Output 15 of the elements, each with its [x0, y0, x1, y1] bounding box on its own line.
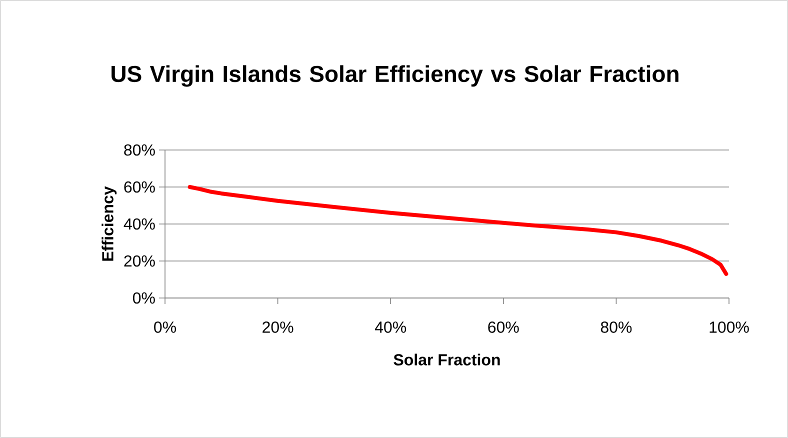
x-axis-title: Solar Fraction — [394, 354, 500, 366]
y-tick-label: 40% — [124, 218, 155, 230]
y-tick-label: 80% — [124, 144, 155, 156]
y-axis-title: Efficiency — [102, 186, 117, 261]
chart-title: US Virgin Islands Solar Efficiency vs Solar Fraction — [112, 65, 678, 87]
x-tick-label: 40% — [374, 322, 406, 333]
x-tick-label: 0% — [154, 322, 176, 333]
y-tick-label: 60% — [124, 181, 155, 193]
x-tick-label: 60% — [488, 322, 519, 333]
x-tick-label: 80% — [600, 322, 632, 333]
y-tick-label: 0% — [132, 292, 155, 304]
x-tick-label: 20% — [262, 322, 294, 333]
y-tick-label: 20% — [124, 255, 155, 267]
line-series — [188, 184, 728, 276]
x-tick-label: 100% — [710, 322, 749, 333]
